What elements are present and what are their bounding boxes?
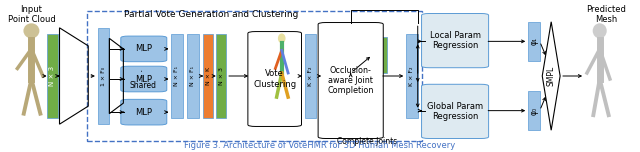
Bar — [172, 34, 183, 118]
Text: N × K: N × K — [206, 67, 211, 85]
Bar — [98, 28, 109, 124]
Text: 1 × F₀: 1 × F₀ — [101, 66, 106, 86]
Bar — [87, 11, 422, 141]
FancyBboxPatch shape — [422, 84, 488, 138]
Ellipse shape — [24, 23, 40, 38]
Text: · · ·: · · · — [138, 68, 147, 84]
Text: φ₀: φ₀ — [529, 107, 538, 115]
Text: N × F₁: N × F₁ — [191, 66, 195, 86]
FancyBboxPatch shape — [318, 22, 383, 138]
Text: Complete Joints: Complete Joints — [337, 137, 397, 146]
Text: K × F₂: K × F₂ — [410, 66, 415, 86]
Text: N × 3: N × 3 — [218, 67, 223, 85]
Text: MLP: MLP — [135, 44, 152, 53]
Bar — [406, 34, 418, 118]
Text: K × 3: K × 3 — [370, 46, 375, 64]
FancyBboxPatch shape — [121, 99, 167, 125]
Text: N × F₁: N × F₁ — [175, 66, 179, 86]
Text: MLP: MLP — [135, 74, 152, 83]
Text: N × 3: N × 3 — [49, 66, 56, 86]
Text: Predicted
Mesh: Predicted Mesh — [586, 5, 626, 24]
Bar — [528, 22, 540, 61]
Text: Input
Point Cloud: Input Point Cloud — [8, 5, 55, 24]
Text: Global Param
Regression: Global Param Regression — [427, 102, 483, 121]
Ellipse shape — [278, 33, 285, 43]
Text: MLP: MLP — [135, 108, 152, 117]
Text: Local Param
Regression: Local Param Regression — [429, 31, 481, 50]
Text: Vote
Clustering: Vote Clustering — [253, 69, 296, 89]
Text: Occlusion-
aware Joint
Completion: Occlusion- aware Joint Completion — [328, 66, 374, 95]
Polygon shape — [542, 22, 560, 130]
Text: SMPL: SMPL — [547, 66, 556, 86]
FancyBboxPatch shape — [422, 14, 488, 68]
Text: Shared: Shared — [129, 81, 156, 90]
Bar — [216, 34, 226, 118]
FancyBboxPatch shape — [121, 36, 167, 62]
Ellipse shape — [593, 23, 607, 38]
Bar — [358, 37, 387, 73]
Text: φ₁: φ₁ — [529, 37, 538, 45]
Text: Figure 3. Architecture of VoteHMR for 3D Human Mesh Recovery: Figure 3. Architecture of VoteHMR for 3D… — [184, 141, 456, 150]
Bar — [528, 91, 540, 130]
Text: Partial Vote Generation and Clustering: Partial Vote Generation and Clustering — [124, 10, 299, 19]
Bar — [47, 34, 58, 118]
Text: K × F₂: K × F₂ — [308, 66, 313, 86]
Bar — [305, 34, 316, 118]
FancyBboxPatch shape — [248, 32, 301, 126]
Bar — [188, 34, 198, 118]
Bar — [203, 34, 213, 118]
FancyBboxPatch shape — [121, 66, 167, 92]
